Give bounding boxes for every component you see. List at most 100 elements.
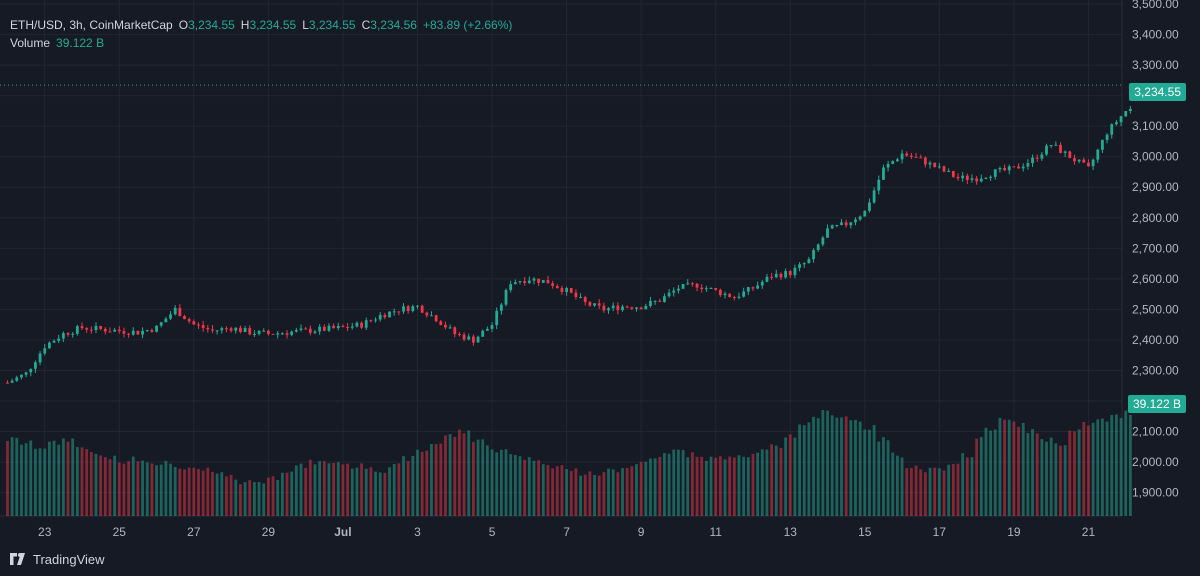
candle-body <box>569 288 573 293</box>
candle-body <box>984 177 988 179</box>
volume-bar <box>835 417 839 516</box>
candle-body <box>611 305 615 309</box>
candle-body <box>788 271 792 276</box>
candle-body <box>20 374 23 378</box>
volume-bar <box>61 438 65 516</box>
candle-body <box>616 305 620 311</box>
candle-body <box>499 304 503 311</box>
volume-bar <box>103 457 107 516</box>
candle-body <box>718 289 722 296</box>
volume-bar <box>607 468 610 516</box>
volume-bar <box>798 424 801 516</box>
volume-bar <box>229 474 233 516</box>
volume-bar <box>20 444 23 516</box>
volume-value: 39.122 B <box>56 36 105 50</box>
volume-bar <box>10 437 14 516</box>
volume-bar <box>444 435 447 516</box>
volume-bar <box>1105 421 1109 516</box>
volume-bar <box>1068 430 1072 516</box>
y-tick-label: 3,000.00 <box>1132 150 1179 164</box>
candle-body <box>490 325 494 329</box>
chart-legend: ETH/USD, 3h, CoinMarketCap O3,234.55 H3,… <box>10 16 512 52</box>
y-tick-label: 3,300.00 <box>1132 58 1179 72</box>
volume-bar <box>714 457 718 516</box>
candle-body <box>327 325 331 331</box>
candle-body <box>1003 168 1006 171</box>
volume-bar <box>85 449 89 516</box>
volume-bar <box>854 419 857 516</box>
volume-bar <box>360 463 363 516</box>
symbol-title[interactable]: ETH/USD, 3h, CoinMarketCap <box>10 18 173 32</box>
y-tick-label: 2,500.00 <box>1132 302 1179 316</box>
candle-body <box>164 318 168 323</box>
candle-body <box>248 328 252 335</box>
volume-bar <box>430 444 433 516</box>
volume-bar <box>187 467 191 516</box>
last-price-tag: 3,234.55 <box>1129 83 1186 101</box>
candle-body <box>812 250 815 260</box>
volume-bar <box>34 448 37 516</box>
candle-body <box>663 296 666 302</box>
candle-body <box>928 162 932 165</box>
volume-bar <box>984 427 988 516</box>
x-tick-label: 3 <box>414 525 421 539</box>
volume-bar <box>346 463 349 516</box>
volume-bar <box>663 453 666 516</box>
volume-bar <box>1012 421 1016 516</box>
volume-bar <box>117 462 121 516</box>
candle-body <box>458 334 461 336</box>
candle-body <box>1035 157 1039 159</box>
candle-body <box>411 306 415 312</box>
volume-bar <box>1007 419 1011 516</box>
volume-bar <box>173 466 177 516</box>
volume-bar <box>80 447 84 516</box>
volume-tag: 39.122 B <box>1127 395 1186 413</box>
candle-body <box>117 329 121 332</box>
volume-bar <box>690 452 694 516</box>
volume-bar <box>914 465 918 516</box>
candle-body <box>779 273 783 278</box>
volume-bar <box>276 479 280 516</box>
candle-body <box>103 328 107 332</box>
volume-bar <box>239 484 242 516</box>
candle-body <box>10 380 14 383</box>
open-value: 3,234.55 <box>188 18 235 32</box>
candle-body <box>723 293 727 296</box>
tradingview-logo[interactable]: TradingView <box>10 550 105 568</box>
candle-body <box>85 328 89 330</box>
candle-body <box>141 330 144 335</box>
volume-bar <box>877 441 881 516</box>
volume-bar <box>546 465 550 516</box>
volume-bar <box>909 467 913 516</box>
candle-body <box>635 307 638 309</box>
volume-bar <box>234 479 238 516</box>
volume-bar <box>1073 431 1076 516</box>
x-tick-label: 23 <box>38 525 52 539</box>
candle-body <box>1119 116 1123 123</box>
candle-body <box>15 377 19 381</box>
volume-bar <box>201 470 205 516</box>
volume-bar <box>1119 417 1123 516</box>
candle-body <box>737 296 741 298</box>
volume-bar <box>1091 422 1095 516</box>
volume-bar <box>593 474 596 516</box>
volume-bar <box>635 464 638 516</box>
candle-body <box>173 307 177 315</box>
candle-body <box>462 334 466 340</box>
volume-bar <box>807 422 811 516</box>
candle-body <box>844 222 848 226</box>
candle-body <box>332 325 336 329</box>
candle-body <box>439 321 443 325</box>
volume-bar <box>495 452 499 516</box>
volume-bar <box>858 421 862 516</box>
candle-body <box>1077 159 1081 162</box>
volume-bar <box>1031 429 1034 516</box>
volume-bar <box>341 464 345 516</box>
candle-body <box>294 329 298 332</box>
volume-bar <box>681 450 685 516</box>
volume-bar <box>802 425 806 516</box>
candle-body <box>34 362 37 369</box>
x-tick-label: 15 <box>858 525 872 539</box>
candle-body <box>1026 163 1030 167</box>
